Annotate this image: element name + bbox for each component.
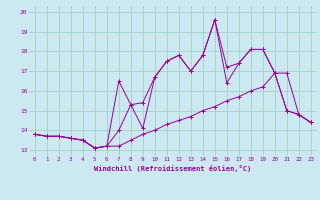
X-axis label: Windchill (Refroidissement éolien,°C): Windchill (Refroidissement éolien,°C) bbox=[94, 165, 252, 172]
